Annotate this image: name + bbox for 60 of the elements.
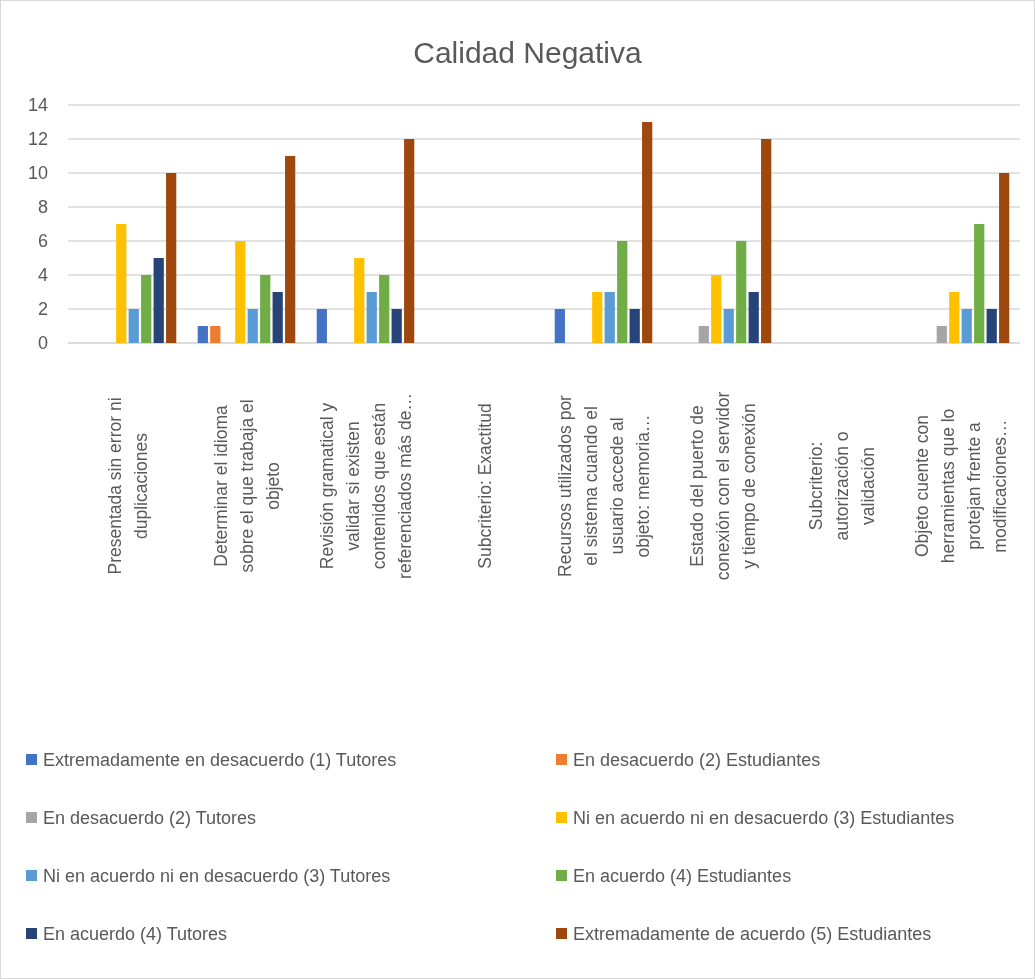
bar — [748, 292, 759, 343]
bar — [404, 139, 415, 343]
legend-label: Ni en acuerdo ni en desacuerdo (3) Tutores — [43, 866, 391, 887]
bar — [197, 326, 208, 343]
y-tick-label: 4 — [37, 265, 48, 286]
bar — [272, 292, 283, 343]
bar — [354, 258, 365, 343]
chart-title: Calidad Negativa — [413, 36, 643, 69]
x-tick-label: Presentada sin error ni duplicaciones — [104, 397, 151, 575]
bar — [116, 224, 127, 343]
bar — [961, 309, 972, 343]
bar — [379, 275, 390, 343]
legend-label: En acuerdo (4) Tutores — [43, 924, 228, 945]
bar — [711, 275, 722, 343]
y-tick-label: 10 — [27, 163, 48, 184]
legend-label: Extremadamente de acuerdo (5) Estudiantes — [573, 924, 932, 945]
bar — [166, 173, 177, 343]
bar — [604, 292, 615, 343]
x-tick-label: Determinar el idioma sobre el que trabaja el objeto — [210, 399, 283, 573]
x-tick-label: Objeto cuente con herramientas que lo protejan frente a modificaciones… — [911, 408, 1010, 564]
legend-label: En desacuerdo (2) Estudiantes — [573, 750, 821, 771]
x-tick-label: Subcriterio: Exactitud — [474, 403, 495, 569]
bar — [210, 326, 221, 343]
bar — [260, 275, 271, 343]
x-tick-label: Recursos utilizados por el sistema cuando el usuario accede al objeto: memoria… — [554, 394, 653, 577]
bar — [153, 258, 164, 343]
bar — [698, 326, 709, 343]
bar — [316, 309, 327, 343]
y-tick-label: 8 — [37, 197, 48, 218]
legend-label: En acuerdo (4) Estudiantes — [573, 866, 792, 887]
bar — [629, 309, 640, 343]
bar — [949, 292, 960, 343]
bar — [391, 309, 402, 343]
legend-label: Extremadamente en desacuerdo (1) Tutores — [43, 750, 397, 771]
bar — [986, 309, 997, 343]
bar — [554, 309, 565, 343]
bar — [366, 292, 377, 343]
bar — [592, 292, 603, 343]
bar — [736, 241, 747, 343]
y-tick-label: 12 — [27, 129, 48, 150]
y-tick-label: 14 — [27, 95, 48, 116]
y-tick-label: 0 — [37, 333, 48, 354]
bar — [128, 309, 139, 343]
legend-label: Ni en acuerdo ni en desacuerdo (3) Estudiantes — [573, 808, 955, 829]
bar — [642, 122, 653, 343]
bar — [285, 156, 296, 343]
legend-label: En desacuerdo (2) Tutores — [43, 808, 257, 829]
bar — [974, 224, 985, 343]
bar — [999, 173, 1010, 343]
bar — [617, 241, 628, 343]
y-tick-label: 2 — [37, 299, 48, 320]
x-tick-label: Revisión gramatical y validar si existen contenidos que están referenciados más de… — [316, 393, 415, 579]
bar — [936, 326, 947, 343]
x-tick-label: Subcriterio: autorización o validación — [805, 431, 878, 541]
bar — [235, 241, 246, 343]
bar — [247, 309, 258, 343]
bar — [723, 309, 734, 343]
y-tick-label: 6 — [37, 231, 48, 252]
bar — [141, 275, 152, 343]
bar — [761, 139, 772, 343]
